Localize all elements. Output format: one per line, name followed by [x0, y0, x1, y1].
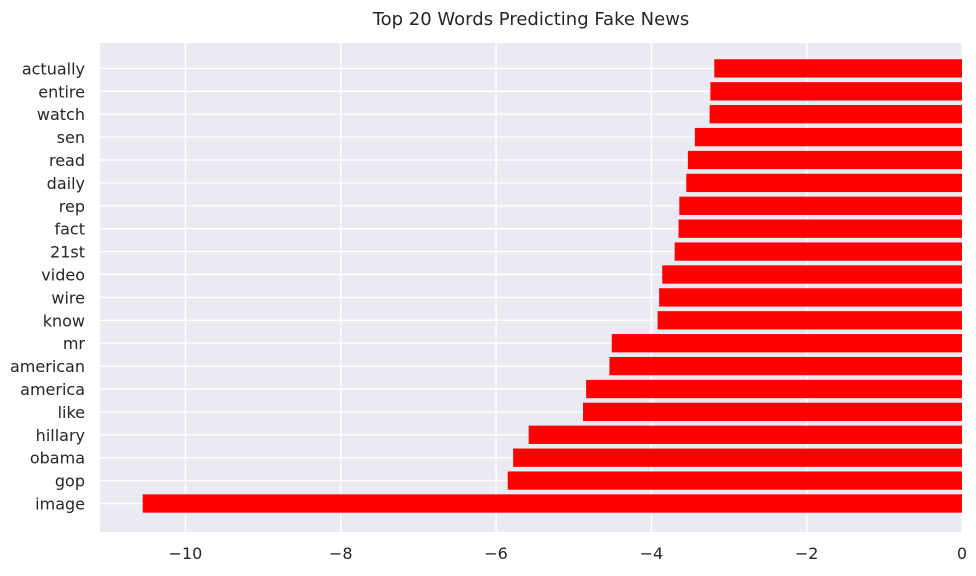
y-tick-label: sen [57, 128, 85, 147]
y-tick-label: america [20, 380, 85, 399]
y-tick-label: obama [30, 449, 85, 468]
y-tick-label: read [49, 151, 85, 170]
bar-obama [513, 448, 962, 467]
bar-21st [674, 242, 962, 261]
bar-america [586, 379, 962, 399]
bar-mr [611, 334, 962, 353]
y-tick-label: 21st [50, 243, 85, 262]
y-tick-label: daily [47, 174, 85, 193]
bar-gop [507, 471, 962, 490]
y-tick-label: fact [54, 220, 85, 239]
y-tick-label: hillary [36, 426, 85, 445]
y-tick-label: video [41, 266, 85, 285]
bar-read [687, 150, 962, 170]
bar-sen [694, 127, 962, 147]
bar-video [662, 265, 962, 284]
y-tick-label: american [10, 357, 85, 376]
x-tick-label: −6 [484, 544, 508, 563]
bar-daily [686, 173, 962, 193]
y-tick-label: actually [22, 59, 85, 78]
y-tick-label: know [43, 311, 85, 330]
bar-entire [710, 82, 962, 101]
y-tick-label: mr [63, 334, 86, 353]
y-tick-label: image [35, 495, 85, 514]
y-tick-labels: image gop obama hillary like america american m… [10, 59, 85, 513]
x-tick-labels: −10 −8 −6 −4 −2 0 [169, 544, 968, 563]
y-tick-label: entire [38, 82, 85, 101]
y-tick-label: rep [59, 197, 85, 216]
bars [142, 59, 962, 513]
x-tick-label: −8 [329, 544, 353, 563]
bar-watch [709, 105, 962, 124]
bar-fact [678, 219, 962, 238]
x-tick-label: 0 [957, 544, 967, 563]
y-tick-label: watch [37, 105, 85, 124]
bar-know [657, 311, 962, 330]
bar-actually [714, 59, 962, 78]
x-tick-label: −4 [640, 544, 664, 563]
bar-american [609, 356, 962, 376]
bar-rep [679, 196, 962, 215]
x-tick-label: −2 [795, 544, 819, 563]
y-tick-label: like [58, 403, 85, 422]
bar-hillary [528, 425, 962, 444]
bar-wire [659, 288, 962, 307]
y-tick-label: wire [51, 288, 85, 307]
bar-image [142, 494, 962, 513]
chart-title: Top 20 Words Predicting Fake News [372, 9, 690, 30]
bar-like [583, 402, 962, 422]
y-tick-label: gop [55, 472, 85, 491]
x-tick-label: −10 [169, 544, 203, 563]
